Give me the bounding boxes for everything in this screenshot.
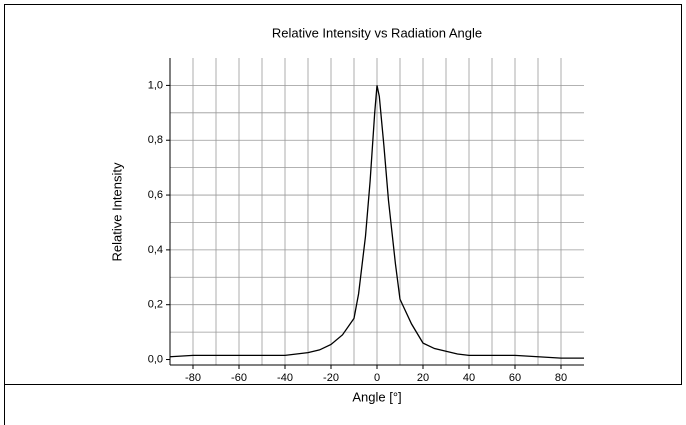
data-line (169, 85, 584, 359)
x-tick-label: 60 (509, 372, 521, 384)
y-tick-label: 0,2 (148, 299, 163, 311)
y-axis-label: Relative Intensity (109, 162, 124, 261)
chart-title: Relative Intensity vs Radiation Angle (272, 25, 482, 40)
y-tick-label: 1,0 (148, 79, 163, 91)
x-tick-label: -60 (231, 372, 247, 384)
y-tick-label: 0,0 (148, 353, 163, 365)
y-tick-label: 0,6 (148, 189, 163, 201)
x-tick-label: -80 (185, 372, 201, 384)
y-tick-label: 0,4 (148, 244, 163, 256)
x-tick-label: -20 (323, 372, 339, 384)
x-axis-label: Angle [°] (352, 389, 401, 404)
x-tick-label: 20 (417, 372, 429, 384)
x-tick-label: 40 (463, 372, 475, 384)
y-tick-label: 0,8 (148, 134, 163, 146)
x-tick-label: 0 (374, 372, 380, 384)
x-tick-label: 80 (555, 372, 567, 384)
x-tick-label: -40 (277, 372, 293, 384)
frame (4, 4, 682, 385)
